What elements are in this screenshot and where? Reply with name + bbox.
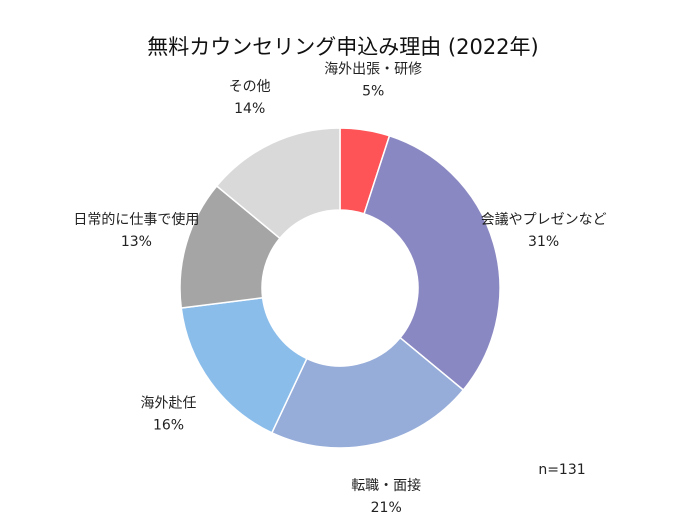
slice-6-category: その他 bbox=[229, 79, 271, 95]
slice-2 bbox=[363, 134, 501, 392]
slice-3-percent: 21% bbox=[371, 500, 402, 516]
chart-title: 無料カウンセリング申込み理由 (2022年) bbox=[147, 35, 539, 59]
slice-5-category: 日常的に仕事で使用 bbox=[73, 211, 199, 228]
slice-5-label: 日常的に仕事で使用 13% bbox=[73, 211, 199, 250]
slices-layer bbox=[179, 127, 501, 449]
slice-1-percent: 5% bbox=[362, 84, 384, 100]
slice-2-label: 会議やプレゼンなど 31% bbox=[481, 211, 607, 250]
slice-3-label: 転職・面接 21% bbox=[351, 477, 421, 516]
labels-layer: 海外出張・研修 5% 会議やプレゼンなど 31% 転職・面接 21% 海外赴任 16% 日常的に… bbox=[73, 62, 606, 516]
slice-2-percent: 31% bbox=[528, 234, 559, 250]
slice-1-label: 海外出張・研修 5% bbox=[324, 62, 422, 100]
slice-5-percent: 13% bbox=[121, 234, 152, 250]
slice-1-category: 海外出張・研修 bbox=[324, 62, 422, 78]
slice-3 bbox=[270, 336, 465, 449]
slice-3-category: 転職・面接 bbox=[351, 477, 421, 494]
slice-6 bbox=[215, 127, 341, 240]
slice-6-percent: 14% bbox=[234, 101, 265, 117]
slice-2-category: 会議やプレゼンなど bbox=[481, 211, 607, 228]
slice-4-percent: 16% bbox=[153, 418, 184, 434]
sample-size-note: n=131 bbox=[538, 462, 585, 478]
slice-4 bbox=[180, 296, 308, 434]
slice-4-category: 海外赴任 bbox=[141, 396, 197, 412]
slice-4-label: 海外赴任 16% bbox=[141, 396, 197, 434]
slice-6-label: その他 14% bbox=[229, 79, 271, 117]
